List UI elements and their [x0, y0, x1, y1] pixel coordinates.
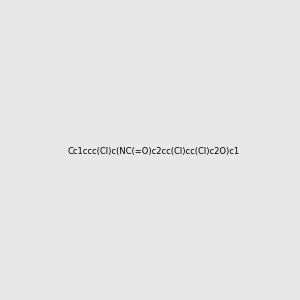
Text: Cc1ccc(Cl)c(NC(=O)c2cc(Cl)cc(Cl)c2O)c1: Cc1ccc(Cl)c(NC(=O)c2cc(Cl)cc(Cl)c2O)c1 — [68, 147, 240, 156]
